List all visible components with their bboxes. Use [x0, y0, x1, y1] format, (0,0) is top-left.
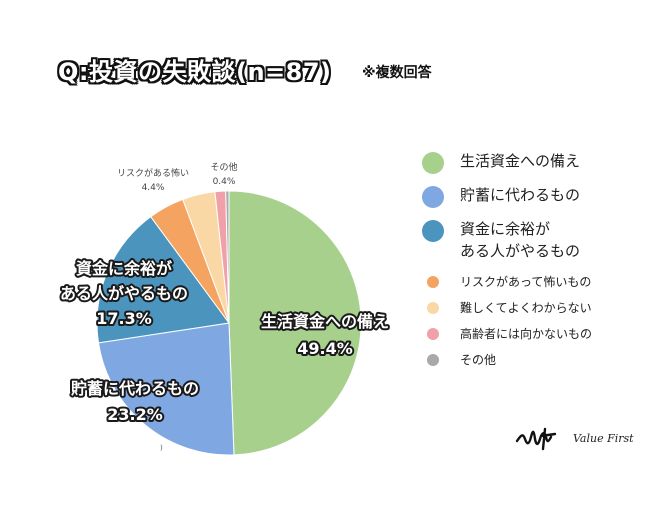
legend-swatch-2	[422, 220, 444, 242]
pie-slice-1	[97, 322, 235, 456]
legend-swatch-4	[427, 302, 439, 314]
slice-percent-3: 4.4%	[142, 183, 165, 193]
legend-swatch-1	[422, 186, 444, 208]
brand-name: Value First	[573, 431, 634, 445]
slice-name-2: 資金に余裕が	[76, 259, 172, 278]
legend-label-5: 高齢者には向かないもの	[460, 327, 593, 341]
slice-percent-2: 17.3%	[96, 309, 152, 328]
legend-label-3: リスクがあって怖いもの	[460, 275, 592, 289]
slice-percent-6: 0.4%	[213, 177, 236, 187]
slice-label-6: その他 0.4%	[210, 161, 237, 187]
legend-item-5: 高齢者には向かないもの	[422, 324, 662, 344]
pie-slice-0	[228, 190, 362, 456]
legend-label-4: 難しくてよくわからない	[460, 301, 592, 315]
slice-name-0: 生活資金への備え	[261, 312, 389, 331]
legend-label-0: 生活資金への備え	[460, 152, 581, 170]
value-first-logo-icon	[515, 427, 557, 451]
legend-item-6: その他	[422, 350, 662, 370]
chart-title: Q:投資の失敗談(n=87)	[58, 58, 332, 86]
legend-swatch-3	[427, 276, 439, 288]
stray-mark: )	[160, 444, 163, 452]
legend-swatch-5	[427, 328, 439, 340]
legend-item-0: 生活資金への備え	[422, 150, 662, 174]
legend-label-1: 貯蓄に代わるもの	[460, 186, 581, 204]
slice-label-3: リスクがある怖い 4.4%	[117, 167, 189, 193]
slice-percent-1: 23.2%	[107, 405, 163, 424]
multiple-answer-note: ※複数回答	[362, 65, 432, 81]
legend-item-1: 貯蓄に代わるもの	[422, 184, 662, 208]
slice-percent-0: 49.4%	[297, 339, 353, 358]
slice-name-3: リスクがある怖い	[117, 167, 189, 179]
pie-slice-6	[225, 190, 230, 324]
legend-item-3: リスクがあって怖いもの	[422, 272, 662, 292]
slice-label-0: 生活資金への備え 49.4%	[259, 310, 391, 360]
legend-item-4: 難しくてよくわからない	[422, 298, 662, 318]
pie-slice-2	[96, 216, 230, 344]
slice-name-1: 貯蓄に代わるもの	[71, 379, 199, 398]
slice-name-6: その他	[210, 161, 237, 173]
legend-label-6: その他	[460, 353, 497, 367]
legend-swatch-6	[427, 354, 439, 366]
legend-item-2: 資金に余裕が ある人がやるもの	[422, 218, 662, 262]
legend-label-2: 資金に余裕が ある人がやるもの	[460, 220, 581, 260]
slice-label-1: 貯蓄に代わるもの 23.2%	[69, 377, 201, 426]
legend-swatch-0	[422, 152, 444, 174]
brand-logo: Value First	[515, 425, 634, 451]
slice-name-2: ある人がやるもの	[60, 284, 188, 303]
legend: 生活資金への備え 貯蓄に代わるもの資金に余裕が ある人がやるものリスクがあって怖いも…	[422, 150, 662, 376]
